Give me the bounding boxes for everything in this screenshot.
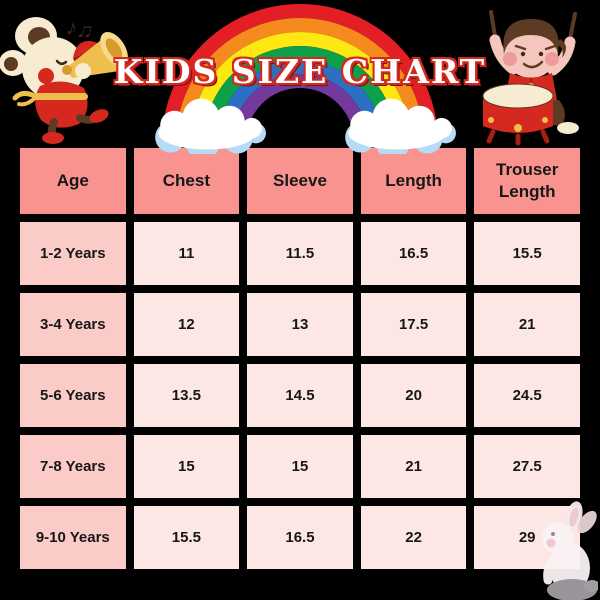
column-header-trouser-length: Trouser Length [474, 148, 580, 214]
size-chart-table: Age Chest Sleeve Length Trouser Length 1… [12, 140, 588, 577]
poster-header: KIDS SIZE CHART ♪♫ [0, 0, 600, 154]
value-cell: 11 [133, 222, 240, 285]
column-header-age: Age [20, 148, 126, 214]
value-cell: 12 [133, 293, 240, 356]
value-cell: 16.5 [360, 222, 467, 285]
value-cell: 15.5 [474, 222, 580, 285]
value-cell: 15 [247, 435, 353, 498]
cloud-left-icon [155, 98, 266, 154]
value-cell: 16.5 [247, 506, 353, 569]
boy-drummer-icon [482, 10, 579, 146]
table-row: 3-4 Years 12 13 17.5 21 [20, 293, 580, 356]
column-header-sleeve: Sleeve [247, 148, 353, 214]
value-cell: 24.5 [474, 364, 580, 427]
age-cell: 3-4 Years [20, 293, 126, 356]
column-header-length: Length [360, 148, 467, 214]
value-cell: 14.5 [247, 364, 353, 427]
age-cell: 1-2 Years [20, 222, 126, 285]
cloud-right-icon [345, 98, 456, 154]
value-cell: 17.5 [360, 293, 467, 356]
table-row: 7-8 Years 15 15 21 27.5 [20, 435, 580, 498]
mouse-trumpeter-icon: ♪♫ [0, 14, 128, 144]
value-cell: 21 [474, 293, 580, 356]
table-row: 1-2 Years 11 11.5 16.5 15.5 [20, 222, 580, 285]
value-cell: 15 [133, 435, 240, 498]
value-cell: 21 [360, 435, 467, 498]
table-header-row: Age Chest Sleeve Length Trouser Length [20, 148, 580, 214]
age-cell: 5-6 Years [20, 364, 126, 427]
music-notes-icon: ♪♫ [64, 14, 96, 44]
age-cell: 7-8 Years [20, 435, 126, 498]
age-cell: 9-10 Years [20, 506, 126, 569]
table-row: 9-10 Years 15.5 16.5 22 29 [20, 506, 580, 569]
value-cell: 15.5 [133, 506, 240, 569]
page-title: KIDS SIZE CHART [113, 52, 487, 91]
bunny-icon [542, 501, 598, 600]
value-cell: 13 [247, 293, 353, 356]
value-cell: 13.5 [133, 364, 240, 427]
value-cell: 22 [360, 506, 467, 569]
value-cell: 27.5 [474, 435, 580, 498]
value-cell: 20 [360, 364, 467, 427]
value-cell: 11.5 [247, 222, 353, 285]
column-header-chest: Chest [133, 148, 240, 214]
table-row: 5-6 Years 13.5 14.5 20 24.5 [20, 364, 580, 427]
